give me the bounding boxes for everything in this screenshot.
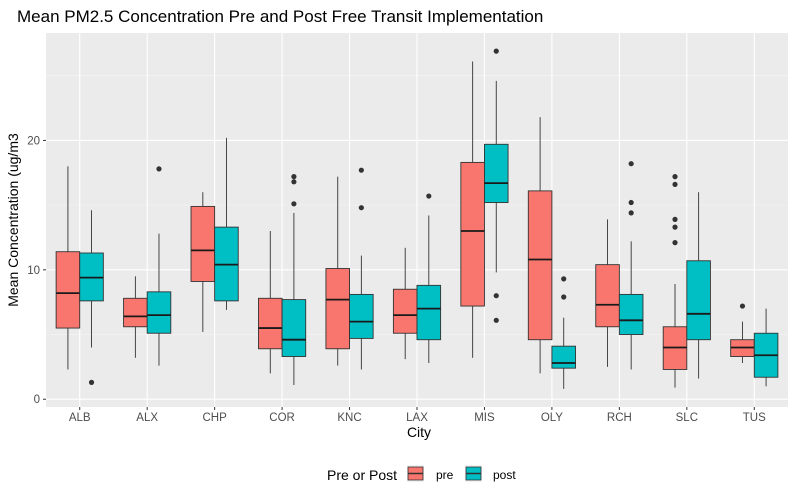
x-tick-label: KNC	[337, 412, 361, 424]
outlier-point	[426, 193, 432, 199]
box-post-TUS	[753, 308, 779, 387]
box-post-RCH	[618, 161, 644, 370]
box-body	[618, 293, 644, 335]
box-pre-TUS	[730, 303, 755, 363]
box-body	[55, 251, 81, 329]
box-body	[146, 291, 172, 334]
box-post-LAX	[416, 193, 442, 363]
box-post-SLC	[686, 192, 711, 379]
box-post-COR	[281, 174, 307, 385]
y-tick-label: 10	[27, 265, 40, 277]
outlier-point	[493, 317, 499, 323]
box-pre-MIS	[460, 61, 485, 358]
outlier-point	[672, 224, 678, 230]
x-tick-label: RCH	[607, 412, 632, 424]
outlier-point	[358, 205, 364, 211]
x-tick-label: COR	[269, 412, 295, 424]
box-pre-KNC	[325, 176, 350, 366]
box-body	[392, 288, 418, 334]
x-tick-label: OLY	[541, 412, 563, 424]
box-body	[551, 345, 576, 369]
box-post-MIS	[484, 48, 509, 323]
outlier-point	[358, 167, 364, 173]
box-post-OLY	[551, 276, 576, 389]
outlier-point	[739, 303, 746, 309]
outlier-point	[561, 276, 567, 282]
outlier-point	[291, 179, 297, 185]
legend-title: Pre or Post	[327, 467, 397, 483]
outlier-point	[493, 293, 499, 299]
x-axis: ALB ALX CHP COR KNC LAX MIS OLY RCH SLC TUS	[69, 407, 766, 424]
outlier-point	[628, 210, 634, 216]
box-body	[258, 297, 283, 350]
y-tick-label: 0	[34, 394, 40, 406]
outlier-point	[291, 201, 297, 207]
outlier-point	[672, 216, 678, 222]
outlier-point	[628, 161, 634, 167]
box-pre-CHP	[190, 192, 216, 332]
outlier-point	[88, 379, 95, 386]
x-tick-label: MIS	[474, 412, 495, 424]
outlier-point	[561, 294, 567, 300]
y-axis-title: Mean Concentration (ug/m3	[5, 133, 21, 307]
outlier-point	[628, 199, 634, 206]
box-body	[325, 268, 350, 350]
outlier-point	[156, 166, 162, 172]
x-axis-title: City	[407, 424, 431, 440]
y-tick-label: 20	[27, 135, 40, 147]
y-axis: 0 10 20	[27, 135, 46, 406]
box-body	[595, 264, 620, 328]
box-pre-OLY	[527, 117, 553, 374]
legend: Pre or Post pre post	[327, 465, 516, 483]
box-body	[349, 293, 374, 339]
outlier-point	[672, 240, 678, 246]
chart-title: Mean PM2.5 Concentration Pre and Post Fr…	[17, 7, 543, 26]
box-body	[460, 161, 485, 307]
x-tick-label: ALX	[136, 412, 158, 424]
box-body	[123, 297, 148, 328]
outlier-point	[672, 174, 678, 180]
box-body	[484, 143, 509, 203]
box-post-CHP	[214, 137, 239, 310]
legend-label-pre: pre	[436, 468, 454, 482]
box-pre-SLC	[662, 174, 688, 388]
x-tick-label: SLC	[676, 412, 698, 424]
outlier-point	[291, 174, 297, 180]
outlier-point	[672, 181, 678, 188]
x-tick-label: CHP	[202, 412, 227, 424]
box-post-KNC	[349, 167, 374, 370]
box-body	[527, 190, 553, 341]
box-body	[190, 205, 216, 282]
box-body	[281, 299, 307, 357]
x-tick-label: LAX	[406, 412, 428, 424]
legend-label-post: post	[493, 468, 516, 482]
outlier-point	[493, 48, 499, 54]
box-body	[686, 260, 711, 341]
box-body	[416, 284, 442, 341]
box-pre-ALB	[55, 166, 81, 370]
box-post-ALX	[146, 166, 172, 366]
box-post-ALB	[79, 210, 104, 386]
x-tick-label: ALB	[69, 412, 91, 424]
x-tick-label: TUS	[743, 412, 766, 424]
box-layer	[55, 48, 779, 389]
